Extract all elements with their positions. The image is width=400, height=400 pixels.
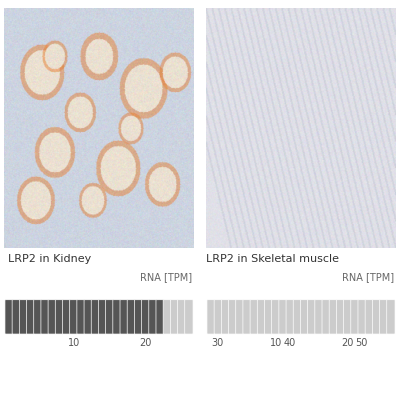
- FancyBboxPatch shape: [308, 300, 316, 334]
- FancyBboxPatch shape: [127, 300, 136, 334]
- FancyBboxPatch shape: [279, 300, 287, 334]
- FancyBboxPatch shape: [142, 300, 150, 334]
- FancyBboxPatch shape: [26, 300, 35, 334]
- FancyBboxPatch shape: [70, 300, 78, 334]
- FancyBboxPatch shape: [336, 300, 345, 334]
- FancyBboxPatch shape: [387, 300, 395, 334]
- FancyBboxPatch shape: [91, 300, 100, 334]
- FancyBboxPatch shape: [34, 300, 42, 334]
- FancyBboxPatch shape: [55, 300, 64, 334]
- FancyBboxPatch shape: [106, 300, 114, 334]
- FancyBboxPatch shape: [62, 300, 71, 334]
- FancyBboxPatch shape: [178, 300, 186, 334]
- Text: 20: 20: [342, 338, 354, 348]
- Text: 40: 40: [284, 338, 296, 348]
- FancyBboxPatch shape: [98, 300, 107, 334]
- FancyBboxPatch shape: [41, 300, 49, 334]
- FancyBboxPatch shape: [286, 300, 294, 334]
- FancyBboxPatch shape: [156, 300, 164, 334]
- Text: LRP2 in Skeletal muscle: LRP2 in Skeletal muscle: [206, 254, 339, 264]
- FancyBboxPatch shape: [163, 300, 172, 334]
- Text: 10: 10: [270, 338, 282, 348]
- FancyBboxPatch shape: [149, 300, 157, 334]
- FancyBboxPatch shape: [207, 300, 215, 334]
- Text: 30: 30: [212, 338, 224, 348]
- FancyBboxPatch shape: [264, 300, 273, 334]
- FancyBboxPatch shape: [243, 300, 251, 334]
- FancyBboxPatch shape: [214, 300, 222, 334]
- Text: 50: 50: [355, 338, 368, 348]
- FancyBboxPatch shape: [380, 300, 388, 334]
- Text: RNA [TPM]: RNA [TPM]: [140, 272, 192, 282]
- FancyBboxPatch shape: [272, 300, 280, 334]
- FancyBboxPatch shape: [170, 300, 179, 334]
- FancyBboxPatch shape: [300, 300, 309, 334]
- FancyBboxPatch shape: [12, 300, 20, 334]
- FancyBboxPatch shape: [236, 300, 244, 334]
- FancyBboxPatch shape: [344, 300, 352, 334]
- FancyBboxPatch shape: [250, 300, 258, 334]
- FancyBboxPatch shape: [322, 300, 330, 334]
- FancyBboxPatch shape: [5, 300, 13, 334]
- Text: LRP2 in Kidney: LRP2 in Kidney: [8, 254, 91, 264]
- FancyBboxPatch shape: [358, 300, 366, 334]
- Text: 20: 20: [140, 338, 152, 348]
- Text: RNA [TPM]: RNA [TPM]: [342, 272, 394, 282]
- FancyBboxPatch shape: [372, 300, 381, 334]
- FancyBboxPatch shape: [84, 300, 92, 334]
- FancyBboxPatch shape: [77, 300, 85, 334]
- FancyBboxPatch shape: [221, 300, 230, 334]
- FancyBboxPatch shape: [351, 300, 359, 334]
- FancyBboxPatch shape: [315, 300, 323, 334]
- FancyBboxPatch shape: [113, 300, 121, 334]
- FancyBboxPatch shape: [329, 300, 338, 334]
- FancyBboxPatch shape: [120, 300, 128, 334]
- FancyBboxPatch shape: [134, 300, 143, 334]
- FancyBboxPatch shape: [228, 300, 237, 334]
- FancyBboxPatch shape: [293, 300, 302, 334]
- Text: 10: 10: [68, 338, 80, 348]
- FancyBboxPatch shape: [185, 300, 193, 334]
- FancyBboxPatch shape: [365, 300, 374, 334]
- FancyBboxPatch shape: [19, 300, 28, 334]
- FancyBboxPatch shape: [257, 300, 266, 334]
- FancyBboxPatch shape: [48, 300, 56, 334]
